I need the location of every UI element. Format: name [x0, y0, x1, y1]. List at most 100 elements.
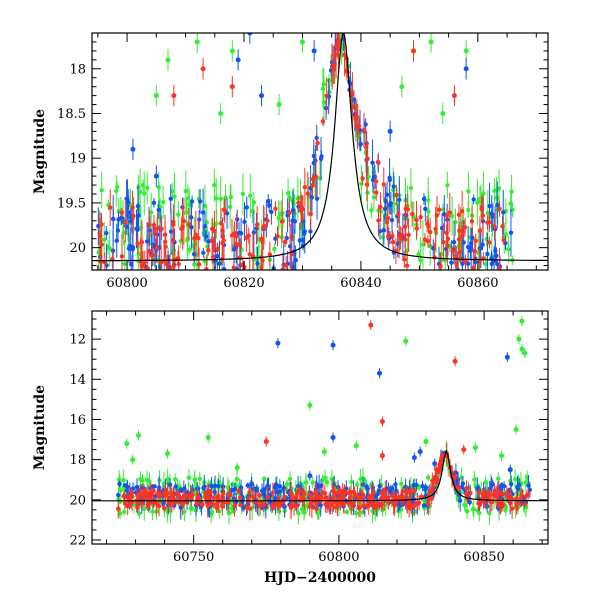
data-point [434, 467, 439, 472]
y-tick-label: 18.5 [57, 107, 86, 122]
data-point [118, 488, 123, 493]
data-point [509, 189, 514, 194]
outlier-point [516, 336, 522, 342]
data-point [504, 491, 509, 496]
data-point [104, 230, 109, 236]
data-point [313, 174, 319, 179]
data-point [298, 208, 304, 213]
data-point [320, 490, 326, 495]
data-point [376, 218, 381, 223]
data-point [469, 241, 474, 246]
data-point [188, 215, 194, 220]
data-point [209, 483, 214, 489]
data-point [422, 237, 428, 242]
outlier-point [135, 433, 141, 439]
data-point [215, 253, 220, 259]
data-point [209, 238, 215, 243]
data-point [140, 182, 146, 188]
data-point [180, 224, 185, 229]
outlier-point [499, 453, 505, 459]
outlier-point [194, 39, 200, 45]
data-point [123, 219, 128, 225]
data-point [454, 262, 459, 267]
outlier-point [411, 455, 417, 461]
data-point [329, 476, 335, 482]
data-point [277, 484, 283, 489]
data-point [294, 494, 299, 499]
data-point [324, 479, 330, 485]
data-point [135, 227, 140, 233]
data-point [147, 222, 152, 227]
data-point [217, 261, 222, 266]
data-point [396, 233, 402, 238]
data-point [295, 196, 301, 201]
data-point [196, 235, 201, 241]
y-tick-label: 14 [69, 373, 86, 388]
data-point [394, 192, 399, 198]
data-point [259, 265, 264, 270]
outlier-point [153, 93, 159, 99]
data-point [310, 183, 315, 188]
data-point [480, 213, 485, 218]
data-point [197, 476, 202, 481]
data-point [445, 243, 450, 248]
data-point [292, 219, 298, 224]
data-point [266, 486, 271, 491]
data-point [140, 478, 145, 483]
plot-frame [91, 310, 549, 545]
data-point [167, 482, 173, 487]
data-point [178, 238, 184, 244]
data-point [500, 224, 505, 229]
data-point [229, 233, 235, 238]
data-point [354, 511, 359, 516]
data-point [211, 242, 217, 248]
data-point [133, 490, 139, 495]
data-point [380, 496, 385, 501]
data-point [227, 204, 233, 209]
data-point [270, 502, 275, 508]
data-point [162, 490, 167, 495]
data-point [397, 197, 402, 203]
data-point [160, 199, 166, 205]
data-point [251, 230, 257, 235]
x-tick-label: 60800 [106, 276, 147, 291]
data-point [468, 490, 473, 495]
data-point [197, 199, 203, 204]
data-point [321, 100, 327, 105]
data-point [437, 207, 442, 212]
data-point [122, 501, 128, 506]
outlier-point [423, 439, 429, 445]
data-point [471, 265, 476, 270]
outlier-point [440, 110, 446, 116]
data-point [99, 222, 104, 227]
data-point [489, 482, 494, 487]
data-point [421, 503, 427, 508]
data-point [487, 510, 492, 516]
data-point [438, 264, 443, 269]
data-point [492, 224, 497, 229]
data-point [149, 253, 155, 258]
data-point [136, 213, 141, 218]
data-point [274, 500, 280, 506]
data-point [142, 191, 147, 196]
data-point [420, 483, 425, 489]
outlier-point [263, 439, 269, 445]
data-point [462, 502, 467, 507]
outlier-point [205, 435, 211, 441]
data-point [378, 209, 384, 214]
data-point [482, 495, 487, 500]
data-point [238, 485, 244, 490]
data-point [309, 502, 314, 507]
data-point [293, 503, 299, 509]
data-point [473, 238, 478, 243]
y-tick-label: 19.5 [57, 196, 86, 211]
data-point [215, 246, 221, 252]
data-point [247, 252, 252, 257]
data-point [210, 226, 215, 231]
data-point [130, 205, 135, 210]
data-point [360, 176, 365, 181]
outlier-point [403, 338, 409, 344]
data-point [125, 503, 130, 509]
data-point [319, 154, 324, 159]
data-point [466, 189, 471, 194]
